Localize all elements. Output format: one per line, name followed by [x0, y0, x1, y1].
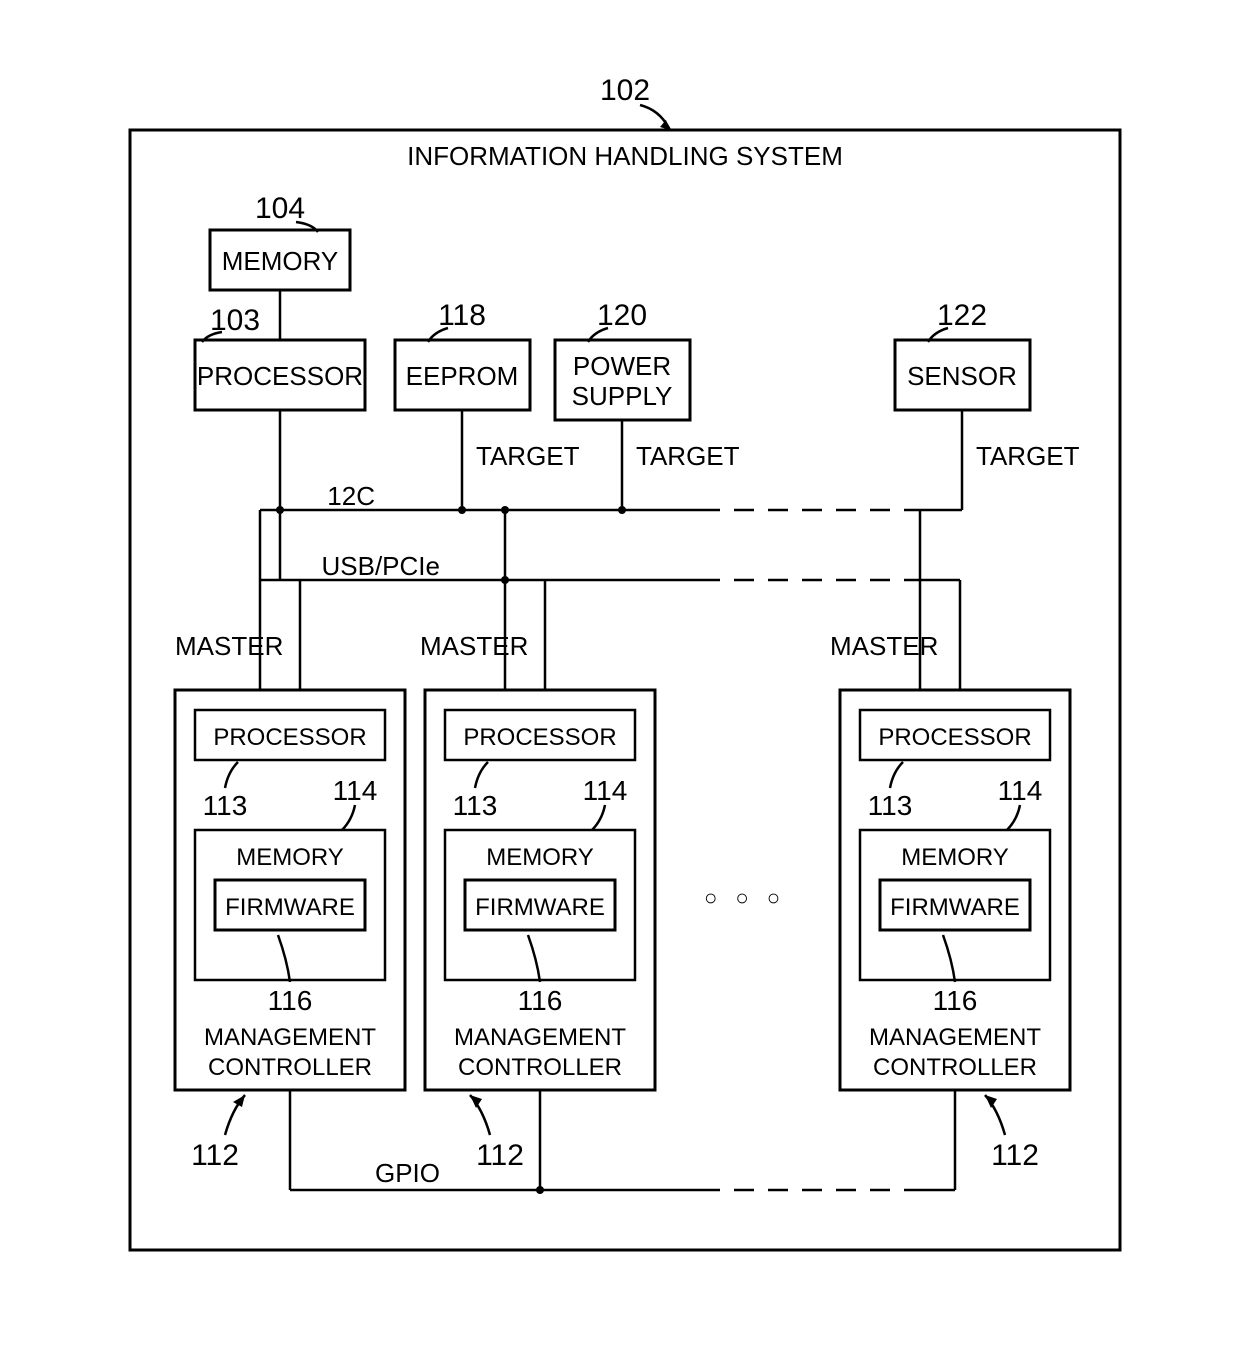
svg-text:CONTROLLER: CONTROLLER [458, 1054, 622, 1081]
svg-text:113: 113 [203, 790, 248, 821]
processor-label: PROCESSOR [197, 361, 363, 391]
svg-text:116: 116 [518, 985, 563, 1016]
target-1: TARGET [476, 441, 580, 471]
usb-label: USB/PCIe [322, 551, 441, 581]
power-label-2: SUPPLY [572, 381, 673, 411]
svg-text:MANAGEMENT: MANAGEMENT [454, 1024, 626, 1051]
svg-text:116: 116 [268, 985, 313, 1016]
master-3: MASTER [830, 631, 938, 661]
svg-text:112: 112 [991, 1139, 1039, 1172]
svg-text:MEMORY: MEMORY [901, 844, 1009, 871]
svg-text:113: 113 [868, 790, 913, 821]
i2c-node-2 [618, 506, 626, 514]
proc-node [276, 506, 284, 514]
ref-102: 102 [600, 74, 650, 107]
i2c-node-1 [458, 506, 466, 514]
target-3: TARGET [976, 441, 1080, 471]
svg-text:114: 114 [583, 775, 628, 806]
ellipsis: ○ ○ ○ [704, 885, 786, 910]
i2c-label: 12C [327, 481, 375, 511]
svg-text:116: 116 [933, 985, 978, 1016]
svg-text:PROCESSOR: PROCESSOR [213, 724, 366, 751]
target-2: TARGET [636, 441, 740, 471]
sensor-label: SENSOR [907, 361, 1017, 391]
controller-1: PROCESSOR 113 114 MEMORY FIRMWARE 116 MA… [175, 690, 405, 1090]
svg-text:MEMORY: MEMORY [486, 844, 594, 871]
svg-text:114: 114 [998, 775, 1043, 806]
system-title: INFORMATION HANDLING SYSTEM [407, 141, 843, 171]
master-2: MASTER [420, 631, 528, 661]
svg-text:112: 112 [191, 1139, 239, 1172]
svg-text:PROCESSOR: PROCESSOR [878, 724, 1031, 751]
svg-text:113: 113 [453, 790, 498, 821]
ref-122: 122 [937, 299, 987, 332]
svg-text:MANAGEMENT: MANAGEMENT [204, 1024, 376, 1051]
power-label-1: POWER [573, 351, 671, 381]
memory-label: MEMORY [222, 246, 339, 276]
gpio-label: GPIO [375, 1158, 440, 1188]
svg-text:CONTROLLER: CONTROLLER [208, 1054, 372, 1081]
eeprom-label: EEPROM [406, 361, 519, 391]
ref-120: 120 [597, 299, 647, 332]
svg-text:MANAGEMENT: MANAGEMENT [869, 1024, 1041, 1051]
gpio-node [536, 1186, 544, 1194]
svg-text:FIRMWARE: FIRMWARE [890, 894, 1020, 921]
svg-text:MEMORY: MEMORY [236, 844, 344, 871]
ref-118: 118 [438, 299, 486, 332]
master-1: MASTER [175, 631, 283, 661]
svg-text:FIRMWARE: FIRMWARE [475, 894, 605, 921]
svg-text:112: 112 [476, 1139, 524, 1172]
mc2-i2c-node [501, 506, 509, 514]
svg-text:FIRMWARE: FIRMWARE [225, 894, 355, 921]
controller-2: PROCESSOR 113 114 MEMORY FIRMWARE 116 MA… [425, 690, 655, 1090]
ref-104: 104 [255, 192, 305, 225]
controller-3: PROCESSOR 113 114 MEMORY FIRMWARE 116 MA… [840, 690, 1070, 1090]
svg-text:PROCESSOR: PROCESSOR [463, 724, 616, 751]
diagram-canvas: INFORMATION HANDLING SYSTEM 102 MEMORY 1… [0, 0, 1240, 1371]
svg-text:114: 114 [333, 775, 378, 806]
svg-text:CONTROLLER: CONTROLLER [873, 1054, 1037, 1081]
